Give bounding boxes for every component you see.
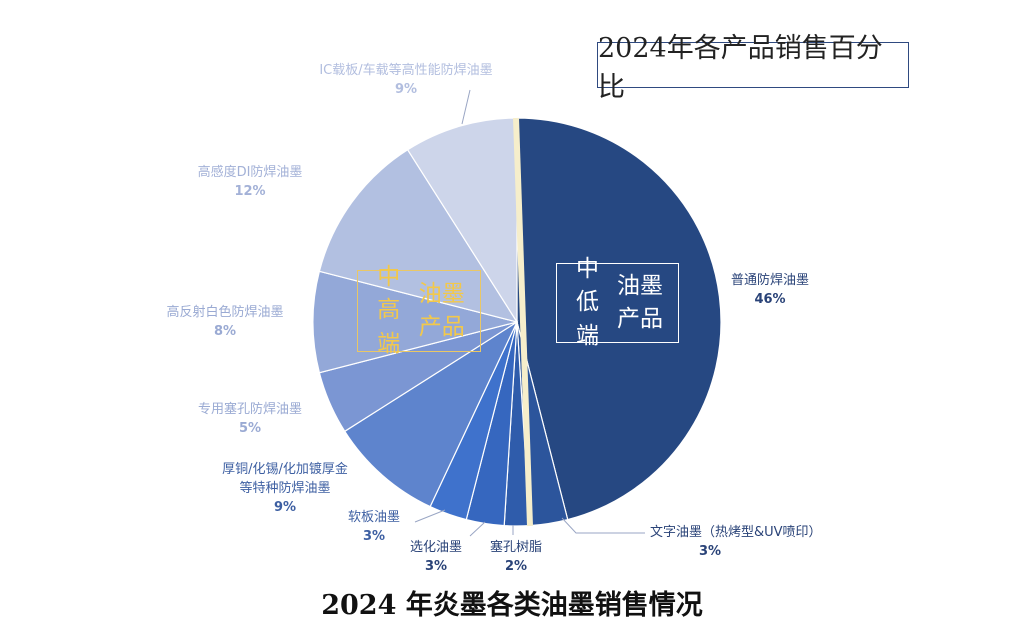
pie-slice: [516, 117, 722, 521]
group-label-low-end: 中低端 油墨产品: [556, 256, 679, 349]
slice-label: 高感度DI防焊油墨: [198, 164, 303, 180]
data-label: 文字油墨（热烤型&UV喷印） 3%: [650, 525, 822, 559]
pie-slice: [343, 320, 519, 508]
slice-percent: 5%: [239, 421, 261, 436]
group-label-line: 油墨产品: [418, 280, 465, 340]
group-label-line: 油墨产品: [617, 272, 663, 332]
slice-percent: 3%: [425, 559, 447, 574]
slice-label: 专用塞孔防焊油墨: [198, 401, 302, 417]
slice-percent: 8%: [214, 324, 236, 339]
slice-percent: 2%: [505, 559, 527, 574]
slice-percent: 9%: [274, 500, 296, 515]
slice-label: 普通防焊油墨: [731, 272, 809, 288]
slice-percent: 12%: [234, 184, 265, 199]
slice-label: 高反射白色防焊油墨: [166, 304, 283, 320]
data-label: 软板油墨 3%: [348, 510, 400, 544]
data-label: IC载板/车载等高性能防焊油墨 9%: [319, 62, 492, 97]
slice-label: 选化油墨: [410, 540, 462, 555]
group-label-high-end: 中高端 油墨产品: [357, 264, 481, 357]
slice-label: 厚铜/化锡/化加镀厚金: [222, 461, 348, 477]
leader-line: [414, 509, 446, 523]
slice-percent: 3%: [363, 529, 385, 544]
slice-label: 等特种防焊油墨: [239, 480, 330, 496]
pie-slice: [318, 148, 519, 323]
leader-line: [561, 517, 645, 534]
slice-label: IC载板/车载等高性能防焊油墨: [319, 62, 492, 78]
leader-line: [469, 521, 486, 537]
slice-percent: 3%: [699, 544, 721, 559]
pie-slices: [312, 117, 722, 527]
slice-percent: 9%: [395, 82, 417, 97]
data-label: 塞孔树脂 2%: [490, 539, 542, 574]
data-label: 高反射白色防焊油墨 8%: [166, 304, 283, 339]
group-divider: [513, 117, 533, 527]
pie-slice: [312, 270, 518, 374]
group-label-line: 中低端: [576, 255, 599, 349]
figure-caption: 2024 年炎墨各类油墨销售情况: [321, 590, 703, 621]
data-label: 高感度DI防焊油墨 12%: [198, 164, 303, 199]
slice-label: 文字油墨（热烤型&UV喷印）: [650, 525, 822, 540]
slice-label: 软板油墨: [348, 510, 400, 525]
slice-label: 塞孔树脂: [490, 539, 542, 555]
leader-line: [461, 89, 471, 125]
chart-title: 2024年各产品销售百分比: [597, 33, 909, 103]
slice-percent: 46%: [754, 292, 785, 307]
group-label-line: 中高端: [377, 263, 401, 357]
data-label: 普通防焊油墨 46%: [731, 272, 809, 307]
data-label: 选化油墨 3%: [410, 540, 462, 574]
data-label: 专用塞孔防焊油墨 5%: [198, 401, 302, 436]
